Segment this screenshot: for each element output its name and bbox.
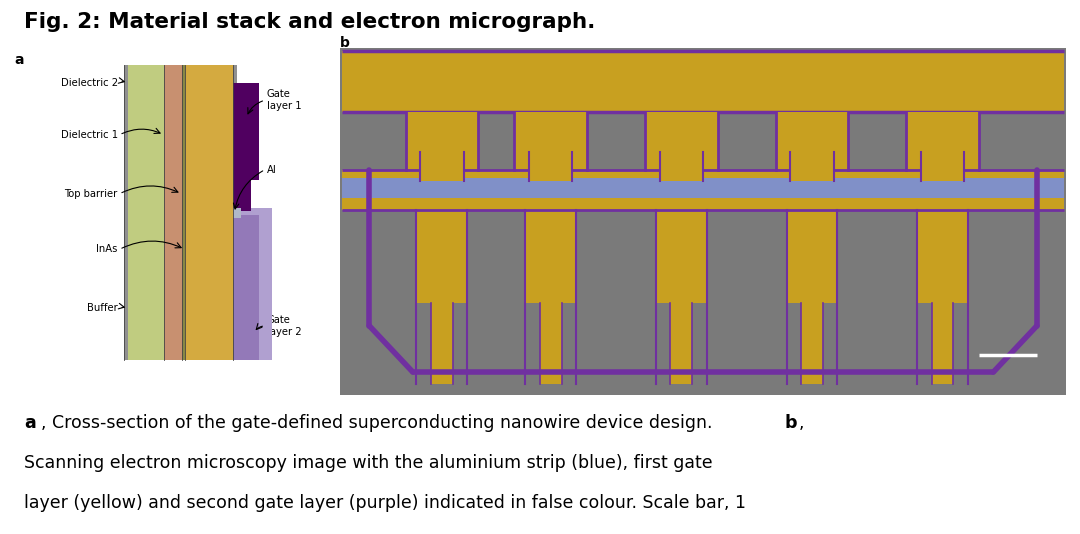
- Text: Buffer: Buffer: [87, 303, 118, 313]
- Text: Scanning electron microscopy image with the aluminium strip (blue), first gate: Scanning electron microscopy image with …: [24, 454, 713, 472]
- Bar: [921, 152, 964, 181]
- Bar: [906, 112, 978, 169]
- Text: InAs: InAs: [96, 245, 118, 254]
- Text: b: b: [340, 36, 350, 50]
- Text: Gate
layer 2: Gate layer 2: [267, 315, 301, 336]
- Bar: [917, 210, 968, 383]
- Bar: [420, 152, 463, 181]
- Bar: [453, 303, 468, 383]
- Bar: [786, 210, 837, 383]
- Bar: [823, 303, 837, 383]
- Bar: [786, 303, 801, 383]
- Text: Dielectric 2: Dielectric 2: [60, 78, 118, 88]
- Text: Top barrier: Top barrier: [65, 189, 118, 199]
- Bar: [417, 210, 468, 383]
- Text: b: b: [784, 414, 797, 432]
- Bar: [233, 208, 272, 360]
- FancyBboxPatch shape: [337, 45, 1069, 398]
- Text: Al: Al: [267, 164, 276, 175]
- Bar: [342, 51, 1064, 112]
- Bar: [660, 152, 703, 181]
- Bar: [233, 83, 259, 180]
- Bar: [405, 112, 478, 169]
- Bar: [529, 152, 572, 181]
- Bar: [233, 215, 259, 360]
- Text: Dielectric 1: Dielectric 1: [60, 130, 118, 140]
- Text: a: a: [14, 53, 24, 67]
- Text: , Cross-section of the gate-defined superconducting nanowire device design.: , Cross-section of the gate-defined supe…: [41, 414, 718, 432]
- Text: a: a: [24, 414, 36, 432]
- Bar: [233, 173, 252, 211]
- Bar: [129, 65, 164, 360]
- Bar: [233, 65, 238, 360]
- Bar: [775, 112, 848, 169]
- Bar: [342, 178, 1064, 199]
- Bar: [692, 303, 706, 383]
- Bar: [791, 152, 834, 181]
- Bar: [185, 65, 233, 360]
- Bar: [954, 303, 968, 383]
- Bar: [525, 303, 540, 383]
- Bar: [417, 303, 431, 383]
- Text: layer (yellow) and second gate layer (purple) indicated in false colour. Scale b: layer (yellow) and second gate layer (pu…: [24, 494, 746, 512]
- Bar: [181, 65, 185, 360]
- Bar: [656, 303, 671, 383]
- Bar: [645, 112, 717, 169]
- Text: Fig. 2: Material stack and electron micrograph.: Fig. 2: Material stack and electron micr…: [24, 12, 595, 32]
- Text: ,: ,: [799, 414, 805, 432]
- Bar: [562, 303, 576, 383]
- Text: Gate
layer 1: Gate layer 1: [267, 89, 301, 111]
- Bar: [514, 112, 586, 169]
- Bar: [656, 210, 706, 383]
- Bar: [164, 65, 181, 360]
- Bar: [342, 169, 1064, 210]
- Bar: [525, 210, 576, 383]
- Bar: [917, 303, 932, 383]
- Bar: [233, 208, 242, 218]
- Bar: [124, 65, 129, 360]
